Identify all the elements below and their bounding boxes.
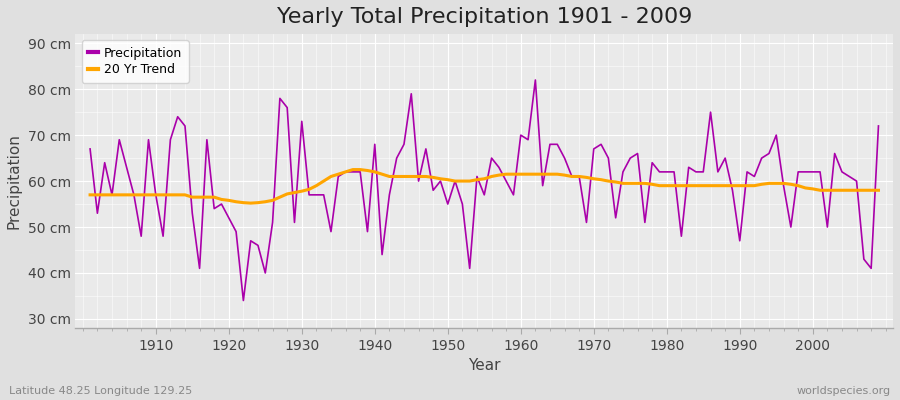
- X-axis label: Year: Year: [468, 358, 500, 373]
- Precipitation: [516, 133, 526, 138]
- Title: Yearly Total Precipitation 1901 - 2009: Yearly Total Precipitation 1901 - 2009: [276, 7, 692, 27]
- Text: Latitude 48.25 Longitude 129.25: Latitude 48.25 Longitude 129.25: [9, 386, 193, 396]
- 20 Yr Trend: [143, 192, 154, 197]
- Precipitation: [143, 137, 154, 142]
- 20 Yr Trend: [523, 172, 534, 176]
- Y-axis label: Precipitation: Precipitation: [7, 133, 22, 229]
- Precipitation: [530, 78, 541, 82]
- Line: Precipitation: Precipitation: [90, 80, 878, 300]
- Legend: Precipitation, 20 Yr Trend: Precipitation, 20 Yr Trend: [82, 40, 189, 82]
- 20 Yr Trend: [311, 183, 322, 188]
- 20 Yr Trend: [85, 192, 95, 197]
- Precipitation: [523, 137, 534, 142]
- Precipitation: [873, 124, 884, 128]
- 20 Yr Trend: [246, 201, 256, 206]
- 20 Yr Trend: [347, 167, 358, 172]
- Text: worldspecies.org: worldspecies.org: [796, 386, 891, 396]
- Precipitation: [617, 170, 628, 174]
- 20 Yr Trend: [530, 172, 541, 176]
- Line: 20 Yr Trend: 20 Yr Trend: [90, 170, 878, 203]
- Precipitation: [238, 298, 248, 303]
- 20 Yr Trend: [617, 181, 628, 186]
- 20 Yr Trend: [873, 188, 884, 193]
- Precipitation: [355, 170, 365, 174]
- 20 Yr Trend: [362, 168, 373, 173]
- Precipitation: [85, 146, 95, 151]
- Precipitation: [311, 192, 322, 197]
